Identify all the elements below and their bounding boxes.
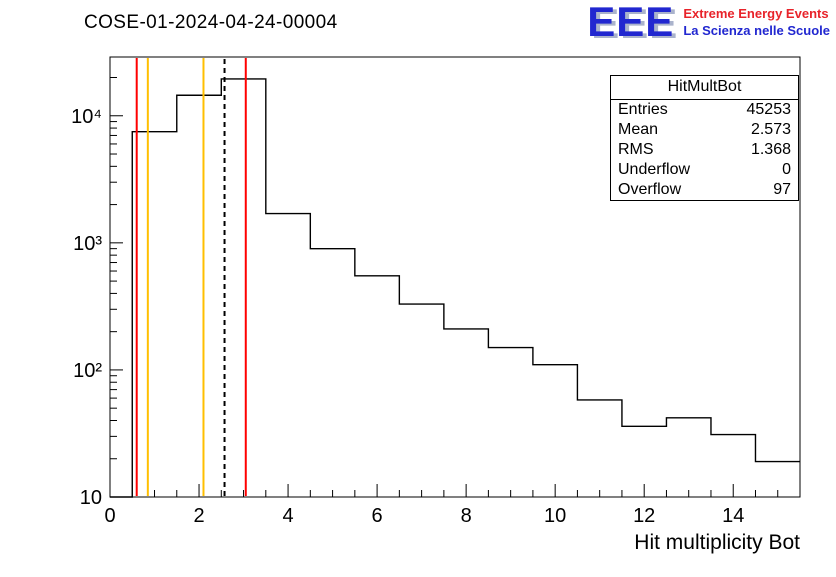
stats-row-value: 2.573 (750, 121, 791, 138)
stats-row: Mean 2.573 (611, 120, 798, 140)
stats-row-value: 45253 (746, 101, 792, 118)
svg-text:6: 6 (372, 505, 383, 527)
svg-text:10: 10 (80, 487, 102, 509)
stats-row: Entries 45253 (611, 100, 798, 120)
eee-logo-text: Extreme Energy Events La Scienza nelle S… (683, 2, 830, 39)
marker-lines (135, 58, 247, 496)
plot-frame (109, 56, 801, 498)
svg-text:0: 0 (104, 505, 115, 527)
stats-row-value: 97 (773, 181, 791, 198)
stats-row: Underflow 0 (611, 160, 798, 180)
svg-text:10: 10 (544, 505, 566, 527)
histogram-line (110, 78, 800, 498)
stats-row-label: Underflow (618, 161, 691, 178)
stats-row-value: 0 (782, 161, 791, 178)
stats-box: HitMultBot Entries 45253 Mean 2.573 RMS … (610, 75, 799, 201)
stats-row-label: RMS (618, 141, 654, 158)
stats-row-value: 1.368 (750, 141, 791, 158)
svg-text:8: 8 (461, 505, 472, 527)
stats-row-label: Overflow (618, 181, 682, 198)
x-axis-title: Hit multiplicity Bot (634, 531, 800, 554)
eee-logo: EEE Extreme Energy Events La Scienza nel… (587, 0, 830, 45)
svg-text:10²: 10² (73, 360, 102, 382)
stats-row: RMS 1.368 (611, 140, 798, 160)
stats-box-title: HitMultBot (611, 76, 798, 100)
eee-logo-subtitle-2: La Scienza nelle Scuole (683, 23, 830, 38)
y-axis: 10 10² 10³ 10⁴ (71, 77, 123, 509)
page-title: COSE-01-2024-04-24-00004 (84, 12, 338, 33)
svg-text:12: 12 (633, 505, 655, 527)
stats-row: Overflow 97 (611, 180, 798, 200)
svg-text:14: 14 (722, 505, 744, 527)
svg-text:10³: 10³ (73, 233, 102, 255)
svg-text:4: 4 (283, 505, 294, 527)
svg-text:10⁴: 10⁴ (71, 106, 102, 128)
svg-text:2: 2 (193, 505, 204, 527)
stats-row-label: Mean (618, 121, 659, 138)
eee-logo-subtitle-1: Extreme Energy Events (683, 6, 829, 21)
eee-logo-letters: EEE (587, 0, 675, 45)
stats-row-label: Entries (618, 101, 668, 118)
x-axis: 0 2 4 6 8 10 12 14 (104, 484, 779, 527)
